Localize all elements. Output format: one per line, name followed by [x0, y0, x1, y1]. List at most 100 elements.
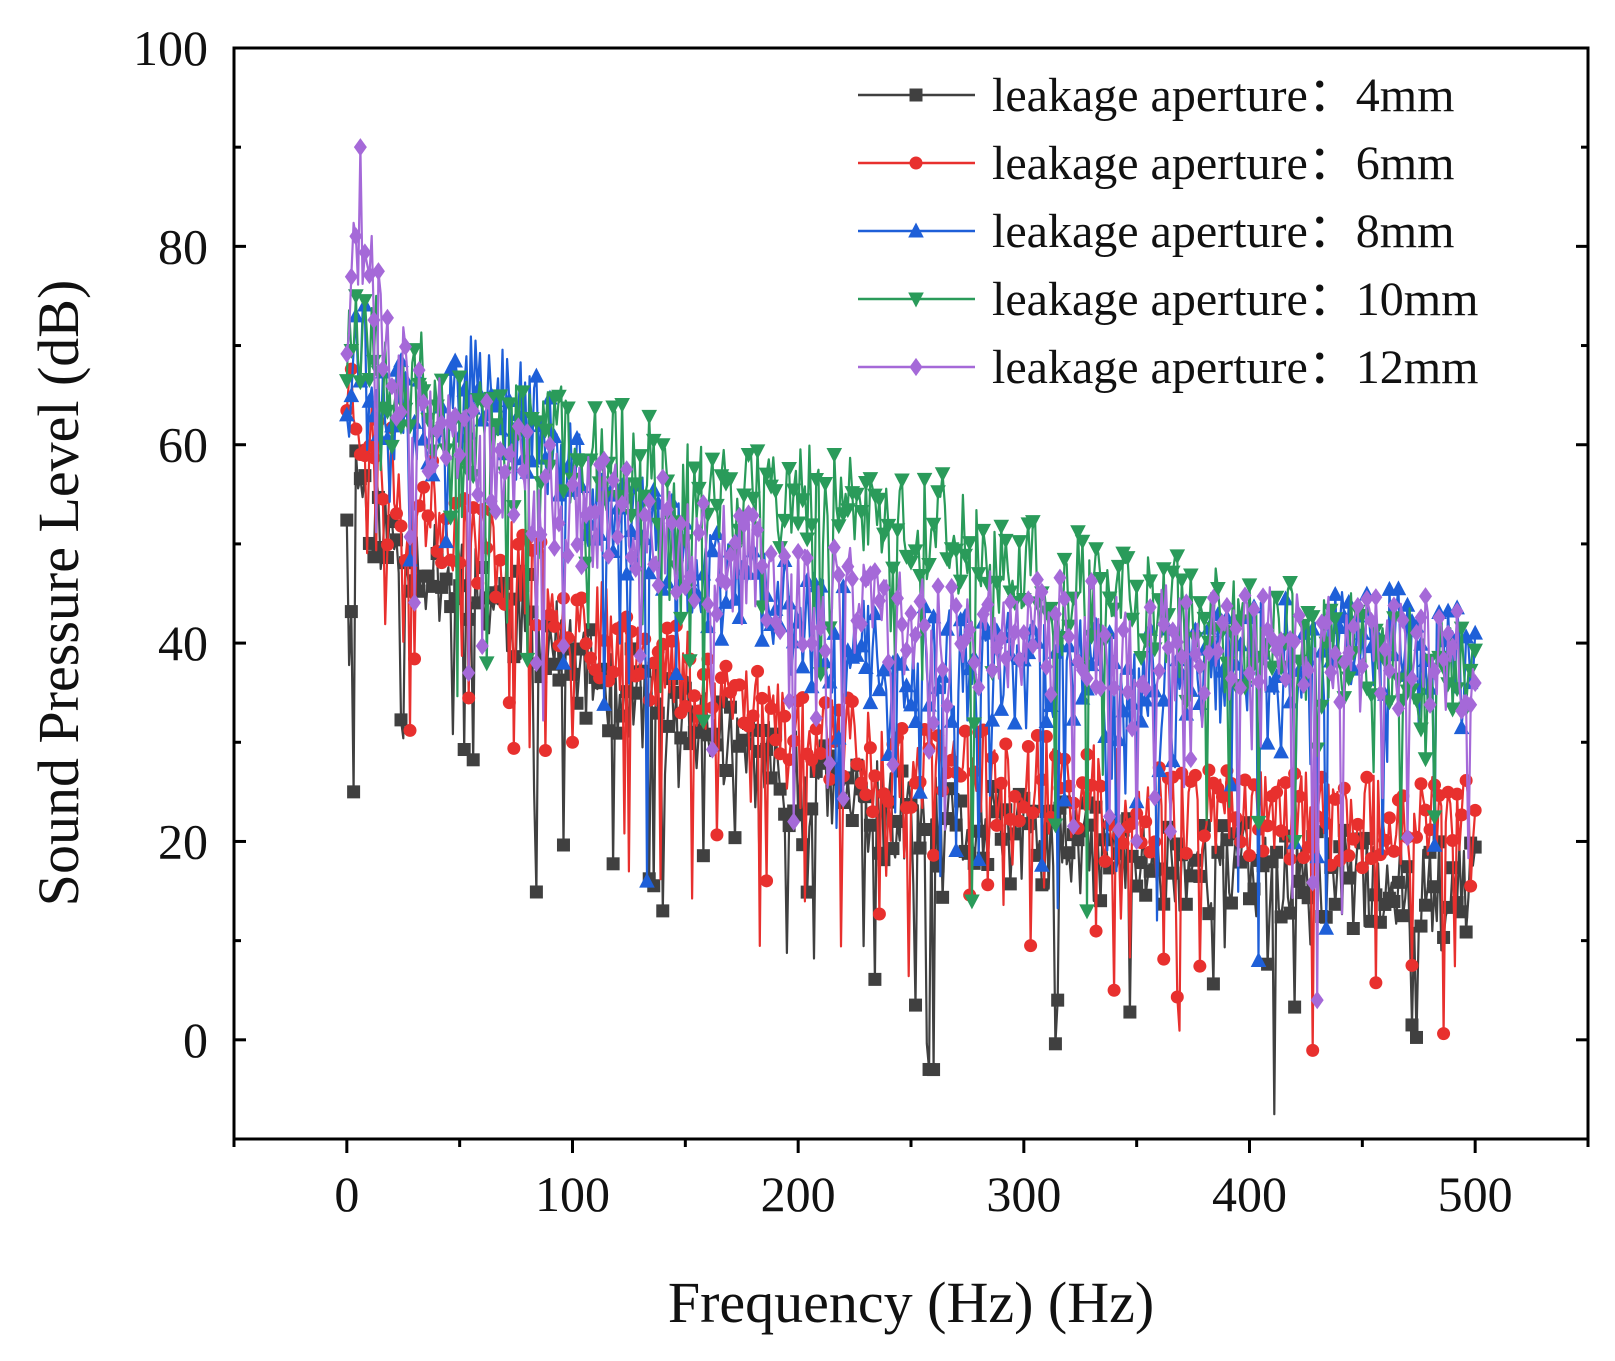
data-point — [380, 538, 394, 552]
data-point — [1279, 776, 1293, 790]
data-point — [1468, 803, 1482, 817]
legend-marker — [909, 88, 923, 102]
data-point — [948, 842, 964, 858]
data-point — [1215, 819, 1229, 833]
data-point — [854, 776, 868, 790]
data-point — [889, 523, 906, 539]
data-point — [1399, 596, 1416, 612]
data-point — [818, 642, 832, 661]
data-point — [555, 484, 572, 500]
data-point — [854, 614, 868, 633]
data-point — [611, 726, 625, 740]
data-point — [602, 546, 616, 565]
data-point — [1396, 909, 1410, 923]
data-point — [478, 656, 495, 672]
data-point — [1373, 684, 1387, 703]
data-point — [850, 611, 864, 630]
series-layer — [339, 138, 1483, 1116]
data-point — [1288, 632, 1302, 651]
data-point — [1210, 581, 1226, 597]
data-point — [791, 542, 805, 562]
data-point — [858, 659, 874, 675]
data-point — [872, 907, 886, 921]
data-point — [710, 828, 724, 842]
data-point — [484, 492, 498, 511]
data-point — [1409, 1030, 1423, 1044]
data-point — [772, 541, 788, 557]
data-point — [1197, 684, 1211, 703]
data-point — [1467, 643, 1483, 659]
data-point — [570, 535, 584, 554]
data-point — [1157, 952, 1171, 966]
data-point — [1369, 976, 1383, 990]
data-point — [899, 641, 913, 660]
data-point — [1119, 551, 1136, 567]
data-point — [415, 430, 432, 446]
data-point — [348, 289, 364, 305]
data-point — [1025, 515, 1041, 531]
data-point — [1301, 891, 1315, 905]
data-point — [1419, 587, 1433, 606]
data-point — [1419, 898, 1433, 912]
data-point — [438, 533, 454, 549]
data-point — [1012, 650, 1026, 669]
data-point — [800, 885, 814, 899]
data-point — [909, 625, 923, 645]
data-point — [528, 415, 545, 431]
data-point — [597, 450, 611, 469]
data-point — [742, 719, 756, 733]
data-point — [880, 518, 897, 534]
data-point — [1133, 651, 1149, 666]
data-point — [826, 624, 843, 640]
data-point — [1139, 888, 1153, 902]
legend-item: leakage aperture：6mm — [858, 137, 1454, 190]
data-point — [1288, 1000, 1302, 1014]
data-point — [1351, 596, 1365, 616]
data-point — [515, 385, 531, 401]
data-point — [1124, 612, 1140, 628]
data-point — [552, 673, 566, 687]
data-point — [384, 439, 400, 455]
data-point — [538, 743, 552, 757]
legend-item: leakage aperture：10mm — [858, 273, 1478, 326]
data-point — [403, 527, 417, 547]
data-point — [785, 483, 802, 499]
data-point — [764, 701, 778, 715]
data-point — [803, 518, 820, 534]
data-point — [1128, 579, 1145, 595]
data-point — [1378, 833, 1392, 847]
data-point — [1342, 871, 1356, 885]
data-point — [344, 605, 358, 619]
data-point — [1455, 808, 1469, 822]
data-point — [1426, 810, 1443, 826]
data-point — [776, 513, 793, 529]
data-point — [1193, 869, 1207, 883]
data-point — [686, 461, 703, 477]
data-point — [927, 1063, 941, 1077]
data-point — [1274, 631, 1288, 650]
data-point — [997, 533, 1014, 549]
data-point — [1400, 828, 1414, 847]
legend-label: leakage aperture：8mm — [992, 205, 1454, 258]
data-point — [1152, 661, 1166, 680]
data-point — [1088, 542, 1104, 558]
data-point — [1464, 879, 1478, 893]
data-point — [1462, 663, 1479, 679]
data-point — [796, 838, 810, 852]
data-point — [403, 723, 417, 737]
data-point — [863, 741, 877, 755]
data-point — [1292, 874, 1306, 888]
legend-marker — [908, 292, 924, 308]
data-point — [840, 503, 856, 519]
data-point — [740, 448, 757, 463]
data-point — [876, 661, 892, 677]
data-point — [1079, 904, 1095, 920]
data-point — [817, 477, 834, 492]
data-point — [1261, 819, 1275, 833]
data-point — [1220, 596, 1234, 616]
data-point — [615, 494, 629, 513]
data-point — [1021, 740, 1035, 754]
data-point — [642, 492, 656, 511]
data-point — [656, 904, 670, 918]
data-point — [990, 818, 1004, 832]
